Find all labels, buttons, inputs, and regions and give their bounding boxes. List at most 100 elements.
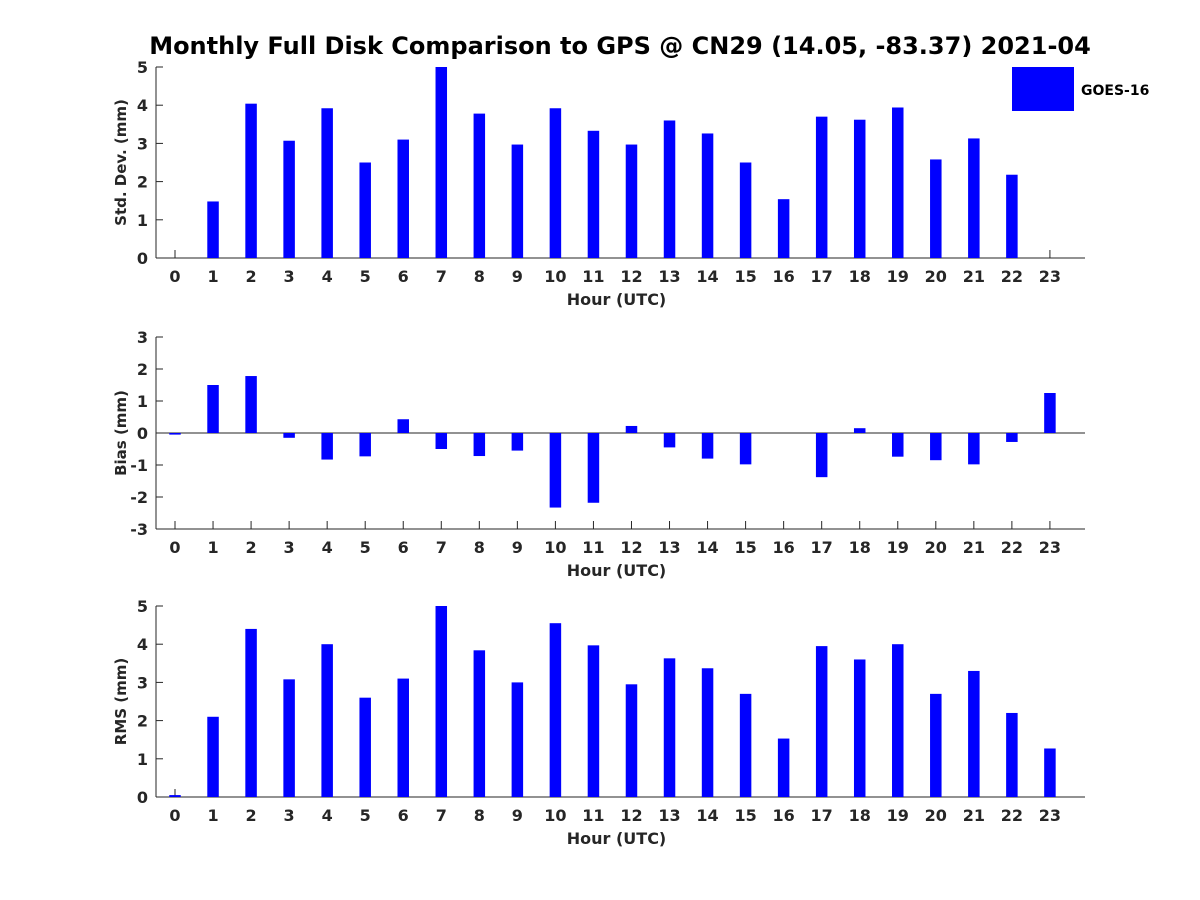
bar [511,682,524,797]
bar [892,644,904,797]
x-tick-label: 0 [169,267,180,286]
bar [968,670,980,797]
x-tick-label: 1 [207,806,218,825]
bar [930,433,942,461]
bar [245,628,257,797]
x-tick-label: 1 [207,538,218,557]
bar [815,433,828,478]
x-tick-label: 5 [360,538,371,557]
bar [473,433,486,457]
bar [473,113,486,258]
bar [1006,174,1018,258]
bar [245,376,257,433]
bar [321,644,333,797]
x-tick-label: 22 [1001,806,1023,825]
bar [397,419,409,433]
x-tick-label: 19 [887,267,909,286]
x-tick-label: 8 [474,267,485,286]
bar [435,67,448,258]
y-tick-label: 2 [137,712,148,731]
x-tick-label: 4 [322,538,333,557]
x-tick-label: 7 [436,267,447,286]
y-tick-label: 3 [137,134,148,153]
bar [892,107,904,258]
bar [359,697,371,797]
bar [1044,748,1056,797]
bar [625,684,638,797]
x-tick-label: 23 [1039,267,1061,286]
x-tick-label: 17 [811,806,833,825]
bar [777,738,790,797]
x-tick-label: 11 [582,806,604,825]
x-axis-label: Hour (UTC) [567,290,667,309]
x-tick-label: 12 [620,806,642,825]
x-tick-label: 11 [582,267,604,286]
x-tick-label: 8 [474,538,485,557]
y-axis-label: Std. Dev. (mm) [112,99,130,226]
legend: GOES-16 [1012,67,1149,111]
x-tick-label: 8 [474,806,485,825]
bar [815,646,828,797]
legend-swatch [1012,67,1074,111]
y-tick-label: 0 [137,788,148,807]
y-axis-label: Bias (mm) [112,390,130,476]
x-tick-label: 19 [887,806,909,825]
x-tick-label: 14 [696,806,718,825]
x-tick-label: 2 [246,267,257,286]
x-tick-label: 20 [925,267,947,286]
bar [968,433,980,465]
y-tick-label: 3 [137,673,148,692]
x-tick-label: 11 [582,538,604,557]
x-tick-label: 22 [1001,267,1023,286]
x-tick-label: 12 [620,267,642,286]
bar [815,116,828,258]
x-tick-label: 15 [734,538,756,557]
bar [739,693,752,797]
x-tick-label: 6 [398,538,409,557]
x-tick-label: 9 [512,267,523,286]
x-tick-label: 23 [1039,538,1061,557]
bar [549,623,562,797]
x-tick-label: 13 [658,806,680,825]
x-tick-label: 13 [658,267,680,286]
bar [511,144,524,258]
x-tick-label: 1 [207,267,218,286]
y-tick-label: 1 [137,750,148,769]
x-tick-label: 16 [773,538,795,557]
x-tick-label: 3 [284,806,295,825]
x-tick-label: 7 [436,538,447,557]
y-tick-label: -2 [130,488,148,507]
x-axis-label: Hour (UTC) [567,829,667,848]
bar [397,678,409,797]
x-tick-label: 0 [169,806,180,825]
x-tick-label: 20 [925,538,947,557]
bar [701,133,714,258]
x-tick-label: 15 [734,267,756,286]
x-tick-label: 17 [811,267,833,286]
y-tick-label: 4 [137,96,148,115]
x-tick-label: 7 [436,806,447,825]
bar [739,433,752,465]
bar [968,138,980,258]
x-tick-label: 18 [849,267,871,286]
bar [587,130,600,258]
x-tick-label: 6 [398,806,409,825]
y-tick-label: 5 [137,597,148,616]
bar [321,433,333,460]
bar [1006,712,1018,797]
bar [283,433,295,438]
x-tick-label: 16 [773,267,795,286]
x-tick-label: 14 [696,538,718,557]
x-tick-label: 19 [887,538,909,557]
bar [397,139,409,258]
bar [549,108,562,258]
bar [321,108,333,258]
x-tick-label: 9 [512,806,523,825]
x-axis-label: Hour (UTC) [567,561,667,580]
bar [473,650,486,797]
bar [663,658,676,797]
bar [739,162,752,258]
y-tick-label: 3 [137,328,148,347]
